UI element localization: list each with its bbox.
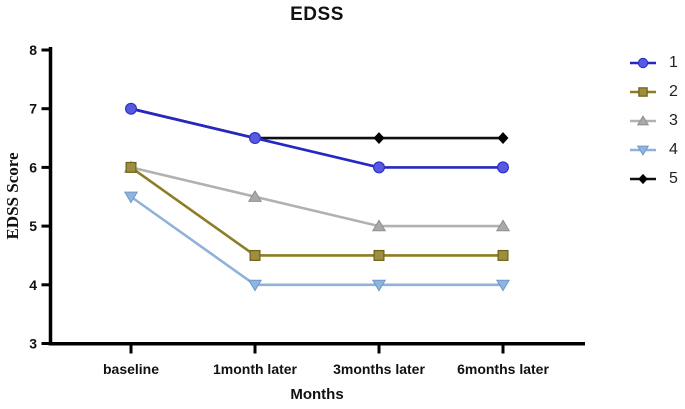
legend-item-3: 3 xyxy=(630,112,678,129)
y-tick-label: 3 xyxy=(29,336,37,352)
series-line-3 xyxy=(130,166,503,228)
series-marker-circle xyxy=(249,132,262,145)
series-marker-square xyxy=(373,249,385,261)
legend-label: 5 xyxy=(669,170,678,187)
y-tick-label: 7 xyxy=(29,101,37,117)
legend-label: 1 xyxy=(669,54,678,71)
x-axis-label: Months xyxy=(290,386,344,403)
x-tick-label: 6months later xyxy=(457,361,549,377)
legend-label: 3 xyxy=(669,112,678,129)
legend: 1 2 3 4 5 xyxy=(630,54,678,201)
legend-item-1: 1 xyxy=(630,54,678,71)
x-tick-label: 1month later xyxy=(213,361,298,377)
series-marker-triangle-up xyxy=(371,219,387,232)
y-tick-label: 4 xyxy=(29,277,37,293)
legend-label: 2 xyxy=(669,83,678,100)
series-marker-triangle-down xyxy=(123,191,139,204)
series-marker-circle xyxy=(497,161,510,174)
series-marker-square xyxy=(497,249,509,261)
series-marker-triangle-up xyxy=(495,219,511,232)
series-marker-square xyxy=(638,87,648,97)
x-tick-label: 3months later xyxy=(333,361,425,377)
legend-item-4: 4 xyxy=(630,141,678,158)
series-marker-square xyxy=(125,161,137,173)
legend-square-icon xyxy=(630,87,656,97)
legend-triangle-up-icon xyxy=(630,115,656,126)
series-marker-triangle-down xyxy=(247,279,263,292)
legend-label: 4 xyxy=(669,141,678,158)
series-line-1 xyxy=(130,107,503,169)
legend-circle-icon xyxy=(630,57,656,69)
series-marker-circle xyxy=(373,161,386,174)
legend-triangle-down-icon xyxy=(630,145,656,156)
series-marker-triangle-up xyxy=(247,189,263,202)
series-marker-triangle-down xyxy=(636,145,650,156)
legend-item-5: 5 xyxy=(630,170,678,187)
chart-title: EDSS xyxy=(290,4,344,25)
series-marker-triangle-down xyxy=(495,279,511,292)
series-marker-diamond xyxy=(373,132,385,144)
y-tick-label: 5 xyxy=(29,218,37,234)
series-marker-diamond xyxy=(497,132,509,144)
legend-diamond-icon xyxy=(630,173,656,185)
legend-item-2: 2 xyxy=(630,83,678,100)
series-marker-circle xyxy=(637,57,649,69)
series-marker-triangle-down xyxy=(371,279,387,292)
series-marker-diamond xyxy=(638,173,648,185)
series-line-2 xyxy=(130,166,503,257)
y-tick-label: 8 xyxy=(29,42,37,58)
series-line-5 xyxy=(130,107,503,140)
series-line-4 xyxy=(130,195,503,287)
series-marker-circle xyxy=(124,102,137,115)
series-marker-triangle-up xyxy=(636,115,650,126)
y-tick-label: 6 xyxy=(29,159,37,175)
y-axis-label: EDSS Score xyxy=(3,152,22,240)
x-tick-label: baseline xyxy=(103,361,159,377)
series-marker-square xyxy=(249,249,261,261)
